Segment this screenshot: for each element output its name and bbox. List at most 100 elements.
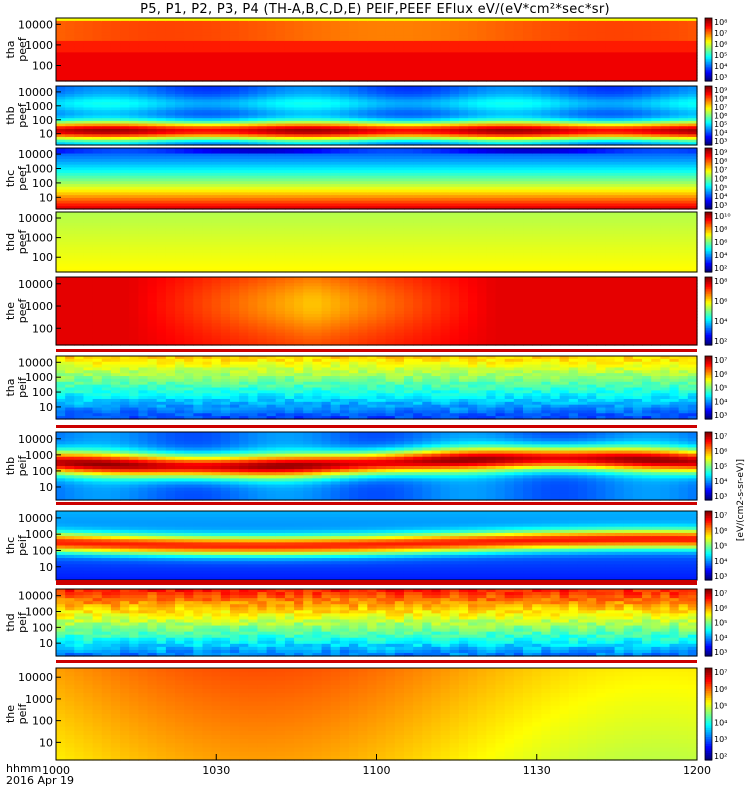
panel-label-probe: thb [4,106,17,124]
colorbar-tick-label: 10⁸ [714,225,727,234]
panel-label-product: peef [16,102,29,128]
separator-bar [56,580,697,585]
y-tick-label: 10000 [18,212,53,225]
x-tick-label: 1000 [42,764,70,777]
y-tick-label: 1000 [25,606,53,619]
colorbar-frame [704,588,713,657]
x-tick-label: 1030 [202,764,230,777]
y-tick-label: 10 [39,561,53,574]
colorbar-tick-label: 10⁷ [714,103,727,112]
colorbar-tick-label: 10⁶ [714,40,727,49]
colorbar-tick-label: 10⁸ [714,18,727,27]
colorbar-tick-label: 10⁴ [714,557,727,566]
heatmap-tha-peef [56,18,698,82]
colorbar-tick-label: 10⁵ [714,619,727,628]
y-tick-label: 100 [32,251,53,264]
colorbar-tick-label: 10⁵ [714,120,727,129]
colorbar-tick-label: 10¹⁰ [714,212,731,221]
colorbar-tick-label: 10² [714,752,727,761]
colorbar-the-peef [705,277,712,346]
colorbar-tick-label: 10⁴ [714,192,727,201]
colorbar-tick-label: 10⁵ [714,384,727,393]
colorbar-tick-label: 10⁷ [714,356,727,365]
heatmap-thd-peif [56,589,698,657]
panel-label-product: peef [16,36,29,62]
colorbar-tick-label: 10⁴ [714,62,727,71]
heatmap-tha-peif [56,356,698,420]
y-tick-label: 100 [32,544,53,557]
panel-label-probe: the [4,302,17,320]
colorbar-tick-label: 10⁷ [714,432,727,441]
y-tick-label: 10000 [18,278,53,291]
heatmap-thc-peif [56,511,698,581]
colorbar-tha-peif [705,356,712,420]
colorbar-frame [704,431,713,501]
y-tick-label: 10 [39,191,53,204]
colorbar-tick-label: 10⁷ [714,511,727,520]
y-tick-label: 10 [39,736,53,749]
heatmap-the-peif [56,668,698,761]
colorbar-tick-label: 10⁵ [714,51,727,60]
colorbar-tick-label: 10³ [714,201,727,210]
panel-label-probe: tha [4,40,17,58]
colorbar-tick-label: 10⁷ [714,166,727,175]
colorbar-tick-label: 10³ [714,648,727,657]
y-tick-label: 10 [39,481,53,494]
colorbar-tick-label: 10³ [714,411,727,420]
heatmap-the-peef [56,277,698,346]
colorbar-frame [704,85,713,146]
colorbar-thb-peef [705,86,712,146]
colorbar-the-peif [705,668,712,761]
colorbar-tick-label: 10⁶ [714,175,727,184]
colorbar-thd-peef [705,212,712,273]
colorbar-tick-label: 10⁶ [714,604,727,613]
y-tick-label: 1000 [25,449,53,462]
colorbar-frame [704,276,713,346]
y-tick-label: 10000 [18,356,53,369]
colorbar-tick-label: 10⁷ [714,29,727,38]
colorbar-tick-label: 10⁷ [714,668,727,677]
panel-frame-thb-peif [55,431,698,501]
colorbar-tick-label: 10⁴ [714,633,727,642]
colorbar-frame [704,510,713,581]
y-tick-label: 10000 [18,512,53,525]
colorbar-tick-label: 10³ [714,735,727,744]
colorbar-tick-label: 10⁸ [714,157,727,166]
separator-bar [56,349,697,352]
colorbar-tick-label: 10⁶ [714,685,727,694]
colorbar-tick-label: 10⁴ [714,718,727,727]
y-tick-label: 10000 [18,433,53,446]
panel-label-probe: tha [4,378,17,396]
panel-label-product: peef [16,298,29,324]
separator-bar [56,425,697,428]
colorbar-frame [704,355,713,420]
y-tick-label: 1000 [25,693,53,706]
y-tick-label: 100 [32,465,53,478]
y-tick-label: 100 [32,59,53,72]
colorbar-tick-label: 10⁵ [714,183,727,192]
colorbar-tick-label: 10⁶ [714,112,727,121]
panel-label-product: peef [16,229,29,255]
colorbar-frame [704,211,713,273]
colorbar-frame [704,667,713,761]
y-tick-label: 10000 [18,590,53,603]
colorbar-tick-label: 10⁶ [714,297,727,306]
colorbar-tick-label: 10⁸ [714,95,727,104]
colorbar-tick-label: 10⁸ [714,277,727,286]
y-tick-label: 100 [32,322,53,335]
panel-label-probe: thb [4,457,17,475]
colorbar-tick-label: 10⁴ [714,317,727,326]
heatmap-thb-peif [56,432,698,501]
panel-frame-thb-peef [55,85,698,146]
y-tick-label: 10000 [18,671,53,684]
y-tick-label: 100 [32,715,53,728]
panel-label-probe: thd [4,233,17,251]
y-tick-label: 1000 [25,39,53,52]
panel-label-product: peef [16,165,29,191]
colorbar-tick-label: 10⁹ [714,86,727,95]
y-tick-label: 1000 [25,232,53,245]
colorbar-tick-label: 10³ [714,492,727,501]
y-tick-label: 10000 [18,18,53,31]
panel-frame-tha-peef [55,17,698,82]
chart-title: P5, P1, P2, P3, P4 (TH-A,B,C,D,E) PEIF,P… [140,2,610,17]
